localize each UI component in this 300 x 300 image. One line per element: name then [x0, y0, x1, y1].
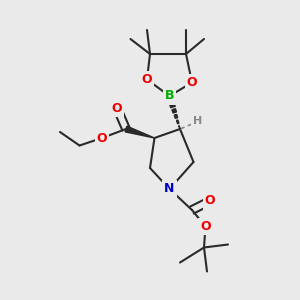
Text: H: H — [194, 116, 202, 127]
Polygon shape — [176, 120, 179, 124]
Polygon shape — [174, 114, 178, 118]
Polygon shape — [172, 109, 176, 113]
Text: B: B — [165, 89, 174, 103]
Text: O: O — [187, 76, 197, 89]
Text: O: O — [200, 220, 211, 233]
Text: O: O — [205, 194, 215, 208]
Text: O: O — [112, 101, 122, 115]
Polygon shape — [125, 126, 154, 138]
Text: O: O — [142, 73, 152, 86]
Polygon shape — [170, 103, 175, 108]
Text: O: O — [97, 131, 107, 145]
Polygon shape — [179, 126, 180, 129]
Polygon shape — [167, 97, 174, 102]
Text: N: N — [164, 182, 175, 196]
